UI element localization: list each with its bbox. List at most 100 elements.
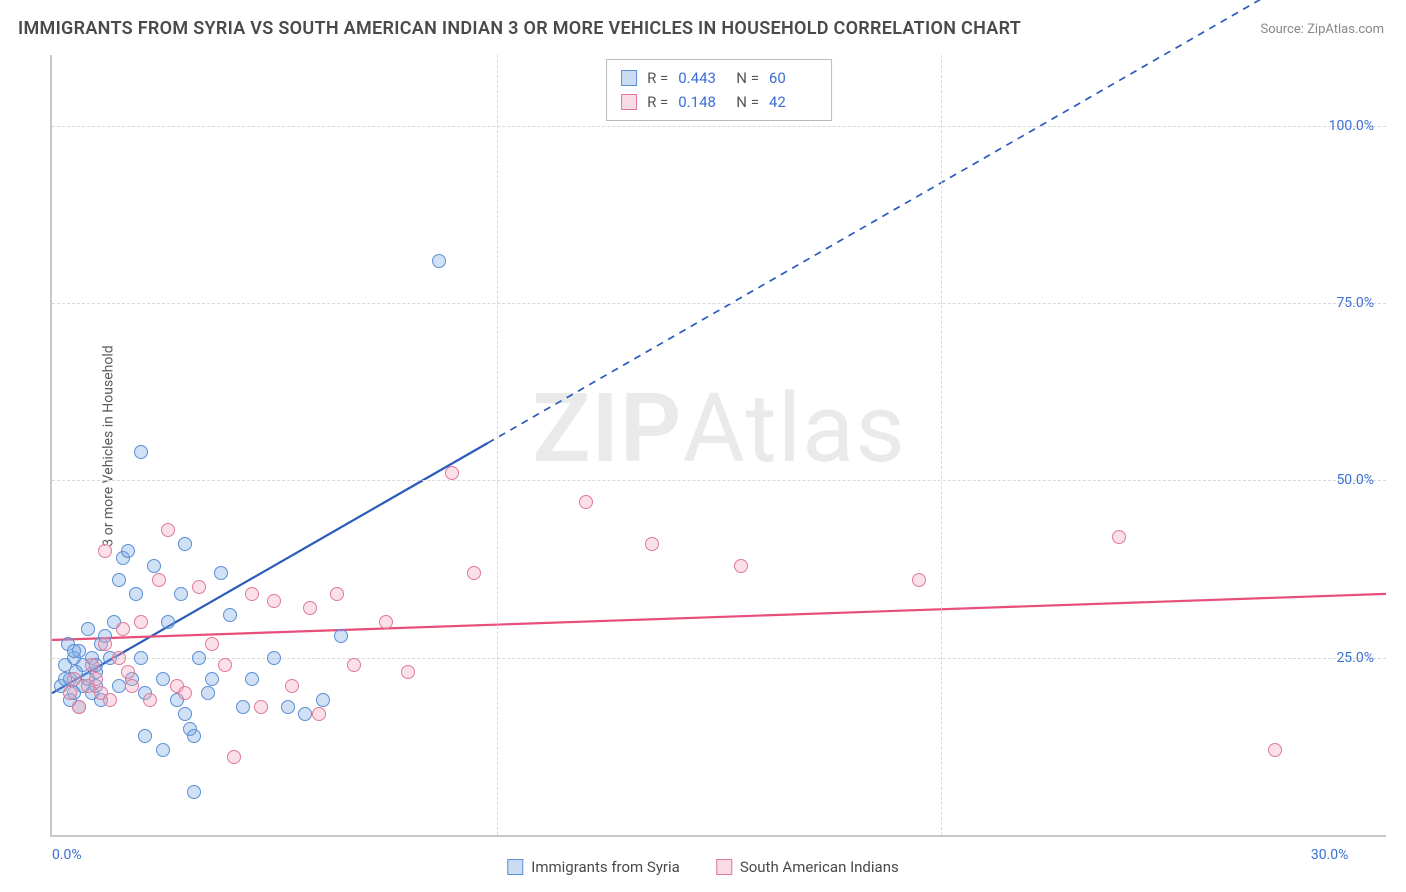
data-point — [156, 672, 170, 686]
data-point — [81, 622, 95, 636]
data-point — [67, 672, 81, 686]
data-point — [432, 254, 446, 268]
data-point — [285, 679, 299, 693]
data-point — [445, 466, 459, 480]
data-point — [467, 566, 481, 580]
trend-lines-layer — [52, 55, 1386, 835]
n-value: 60 — [769, 66, 817, 90]
legend-swatch — [621, 94, 637, 110]
legend-swatch — [621, 70, 637, 86]
data-point — [330, 587, 344, 601]
scatter-chart: ZIPAtlas R =0.443N =60R =0.148N =42 25.0… — [50, 55, 1386, 837]
gridline-horizontal — [52, 480, 1386, 481]
data-point — [161, 615, 175, 629]
data-point — [214, 566, 228, 580]
data-point — [98, 637, 112, 651]
data-point — [178, 707, 192, 721]
data-point — [116, 622, 130, 636]
data-point — [281, 700, 295, 714]
data-point — [192, 651, 206, 665]
data-point — [147, 559, 161, 573]
legend-item: Immigrants from Syria — [507, 858, 680, 876]
data-point — [156, 743, 170, 757]
data-point — [316, 693, 330, 707]
data-point — [734, 559, 748, 573]
data-point — [187, 785, 201, 799]
source-attribution: Source: ZipAtlas.com — [1260, 22, 1384, 37]
data-point — [1112, 530, 1126, 544]
data-point — [254, 700, 268, 714]
data-point — [236, 700, 250, 714]
data-point — [245, 672, 259, 686]
data-point — [347, 658, 361, 672]
gridline-vertical — [941, 55, 942, 835]
y-tick-label: 25.0% — [1336, 650, 1374, 666]
gridline-horizontal — [52, 126, 1386, 127]
data-point — [67, 644, 81, 658]
gridline-horizontal — [52, 658, 1386, 659]
r-value: 0.148 — [678, 90, 726, 114]
data-point — [89, 672, 103, 686]
data-point — [72, 700, 86, 714]
chart-title: IMMIGRANTS FROM SYRIA VS SOUTH AMERICAN … — [18, 18, 1021, 39]
series-legend: Immigrants from Syria South American Indi… — [507, 858, 898, 876]
data-point — [174, 587, 188, 601]
x-tick-label: 0.0% — [52, 847, 82, 863]
data-point — [134, 445, 148, 459]
data-point — [134, 615, 148, 629]
data-point — [121, 665, 135, 679]
data-point — [223, 608, 237, 622]
legend-label: Immigrants from Syria — [531, 858, 680, 876]
data-point — [103, 693, 117, 707]
data-point — [579, 495, 593, 509]
data-point — [98, 544, 112, 558]
data-point — [205, 637, 219, 651]
y-tick-label: 75.0% — [1336, 295, 1374, 311]
data-point — [178, 686, 192, 700]
stats-legend-row: R = 0.443 N = 60 — [621, 66, 817, 90]
data-point — [143, 693, 157, 707]
gridline-horizontal — [52, 303, 1386, 304]
data-point — [245, 587, 259, 601]
n-label: N = — [736, 66, 759, 90]
data-point — [63, 686, 77, 700]
data-point — [112, 651, 126, 665]
data-point — [312, 707, 326, 721]
data-point — [298, 707, 312, 721]
data-point — [187, 729, 201, 743]
data-point — [121, 544, 135, 558]
data-point — [205, 672, 219, 686]
data-point — [201, 686, 215, 700]
data-point — [112, 679, 126, 693]
y-tick-label: 50.0% — [1336, 472, 1374, 488]
data-point — [267, 651, 281, 665]
data-point — [152, 573, 166, 587]
r-value: 0.443 — [678, 66, 726, 90]
x-tick-label: 30.0% — [1311, 847, 1349, 863]
data-point — [134, 651, 148, 665]
legend-swatch — [716, 859, 732, 875]
data-point — [227, 750, 241, 764]
data-point — [303, 601, 317, 615]
r-label: R = — [647, 66, 668, 90]
data-point — [267, 594, 281, 608]
data-point — [334, 629, 348, 643]
data-point — [401, 665, 415, 679]
data-point — [161, 523, 175, 537]
data-point — [645, 537, 659, 551]
data-point — [218, 658, 232, 672]
data-point — [129, 587, 143, 601]
data-point — [1268, 743, 1282, 757]
data-point — [85, 658, 99, 672]
n-label: N = — [736, 90, 759, 114]
data-point — [379, 615, 393, 629]
r-label: R = — [647, 90, 668, 114]
legend-swatch — [507, 859, 523, 875]
stats-legend: R = 0.443 N = 60 R = 0.148 N = 42 — [606, 59, 832, 121]
data-point — [178, 537, 192, 551]
data-point — [192, 580, 206, 594]
n-value: 42 — [769, 90, 817, 114]
stats-legend-row: R = 0.148 N = 42 — [621, 90, 817, 114]
legend-label: South American Indians — [740, 858, 899, 876]
data-point — [125, 679, 139, 693]
